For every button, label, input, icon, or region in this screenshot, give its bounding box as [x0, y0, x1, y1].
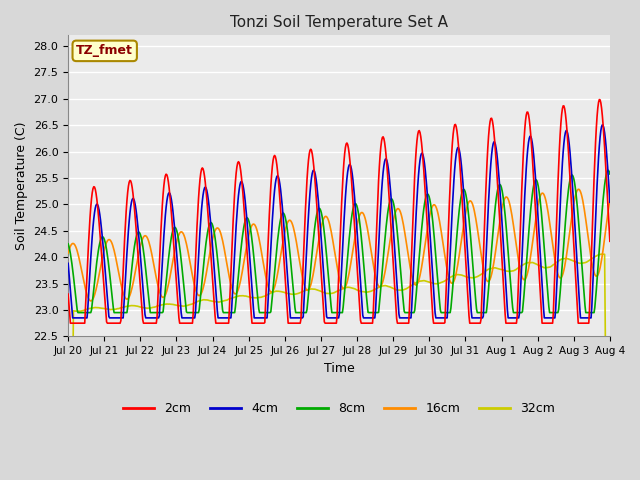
4cm: [186, 315, 193, 321]
Line: 4cm: 4cm: [68, 125, 610, 318]
16cm: [87, 298, 95, 304]
32cm: [185, 302, 193, 308]
Legend: 2cm, 4cm, 8cm, 16cm, 32cm: 2cm, 4cm, 8cm, 16cm, 32cm: [118, 397, 560, 420]
32cm: [420, 278, 428, 284]
4cm: [606, 200, 614, 205]
8cm: [186, 310, 193, 315]
32cm: [598, 251, 605, 257]
16cm: [406, 260, 413, 266]
8cm: [605, 168, 612, 173]
32cm: [405, 285, 413, 290]
2cm: [214, 320, 222, 326]
Line: 32cm: 32cm: [68, 254, 610, 480]
8cm: [131, 243, 138, 249]
X-axis label: Time: Time: [324, 361, 355, 375]
16cm: [574, 186, 582, 192]
16cm: [606, 197, 614, 203]
2cm: [595, 96, 603, 102]
Title: Tonzi Soil Temperature Set A: Tonzi Soil Temperature Set A: [230, 15, 448, 30]
16cm: [214, 225, 222, 231]
8cm: [74, 310, 82, 315]
2cm: [75, 320, 83, 326]
Y-axis label: Soil Temperature (C): Soil Temperature (C): [15, 121, 28, 250]
4cm: [131, 198, 138, 204]
4cm: [406, 315, 413, 321]
4cm: [598, 122, 606, 128]
16cm: [74, 251, 82, 257]
Line: 8cm: 8cm: [68, 170, 610, 312]
8cm: [606, 171, 614, 177]
2cm: [406, 305, 413, 311]
Text: TZ_fmet: TZ_fmet: [76, 44, 133, 58]
4cm: [64, 261, 72, 266]
16cm: [64, 250, 72, 256]
16cm: [131, 274, 138, 279]
8cm: [214, 261, 222, 267]
32cm: [74, 308, 82, 314]
2cm: [64, 291, 72, 297]
2cm: [606, 239, 614, 244]
16cm: [186, 256, 193, 262]
2cm: [67, 320, 74, 326]
2cm: [422, 190, 429, 196]
2cm: [131, 205, 138, 211]
8cm: [75, 310, 83, 315]
16cm: [422, 240, 429, 246]
2cm: [186, 320, 193, 326]
8cm: [422, 197, 429, 203]
4cm: [214, 315, 222, 321]
4cm: [69, 315, 77, 321]
8cm: [64, 241, 72, 247]
32cm: [214, 299, 221, 305]
Line: 16cm: 16cm: [68, 189, 610, 301]
Line: 2cm: 2cm: [68, 99, 610, 323]
4cm: [422, 168, 429, 173]
8cm: [406, 310, 413, 315]
32cm: [130, 303, 138, 309]
4cm: [75, 315, 83, 321]
